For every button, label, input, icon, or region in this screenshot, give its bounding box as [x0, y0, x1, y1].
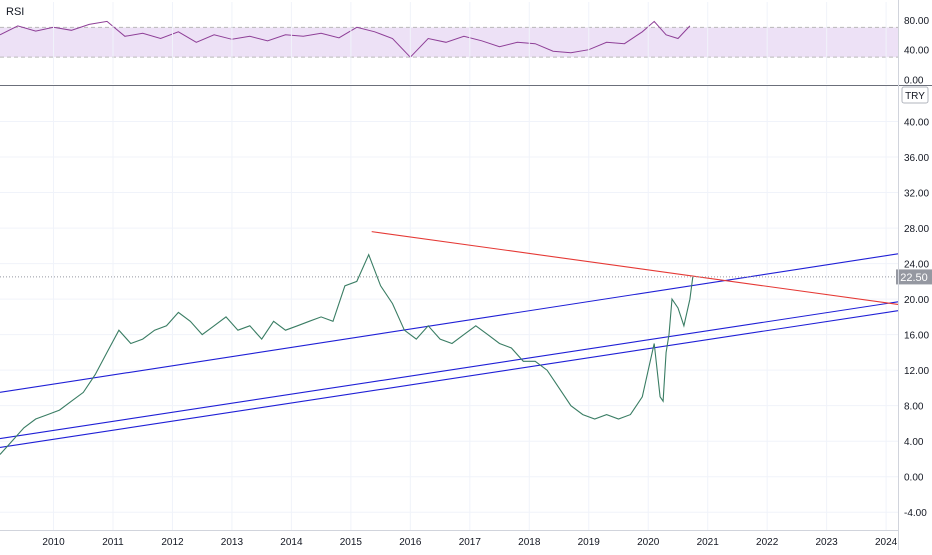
last-price-badge: 22.50: [896, 269, 932, 285]
price-tick-label: 36.00: [904, 153, 929, 164]
price-panel: 40.00 36.00 32.00 28.00 24.00 20.00 16.00 12.00…: [0, 2, 932, 530]
time-tick-label: 2018: [518, 537, 541, 548]
price-tick-label: 24.00: [904, 260, 929, 271]
rsi-tick-label: 40.00: [904, 46, 929, 57]
rsi-axis: 80.00 40.00 0.00: [904, 16, 929, 87]
rsi-label: RSI: [6, 6, 24, 18]
rsi-tick-label: 80.00: [904, 16, 929, 27]
price-series-line: [0, 253, 694, 455]
time-tick-label: 2019: [578, 537, 601, 548]
price-tick-label: 20.00: [904, 295, 929, 306]
price-tick-label: 12.00: [904, 366, 929, 377]
price-tick-label: 16.00: [904, 331, 929, 342]
rsi-tick-label: 0.00: [904, 76, 924, 87]
time-tick-label: 2012: [161, 537, 184, 548]
trendline-red[interactable]: [371, 231, 899, 305]
time-tick-label: 2014: [280, 537, 303, 548]
rsi-series-line: [0, 20, 691, 58]
time-tick-label: 2016: [399, 537, 422, 548]
price-tick-label: 28.00: [904, 224, 929, 235]
price-tick-label: 4.00: [904, 437, 924, 448]
rsi-panel: RSI 80.00 40.00 0.00: [0, 6, 929, 87]
price-tick-label: 32.00: [904, 189, 929, 200]
time-tick-label: 2011: [102, 537, 124, 548]
trendline-blue[interactable]: [0, 253, 899, 393]
price-tick-label: -4.00: [904, 508, 927, 519]
price-axis[interactable]: 40.00 36.00 32.00 28.00 24.00 20.00 16.00 12.00…: [904, 118, 929, 520]
price-grid: [0, 2, 898, 530]
trendline-blue[interactable]: [0, 301, 899, 440]
price-tick-label: 8.00: [904, 402, 924, 413]
trendline-blue[interactable]: [0, 310, 899, 448]
time-tick-label: 2023: [816, 537, 839, 548]
price-tick-label: 0.00: [904, 473, 924, 484]
currency-badge[interactable]: TRY: [901, 86, 929, 104]
price-tick-label: 40.00: [904, 118, 929, 129]
time-tick-label: 2020: [637, 537, 660, 548]
trendlines[interactable]: [0, 231, 899, 448]
time-tick-label: 2010: [42, 537, 65, 548]
time-tick-label: 2015: [340, 537, 363, 548]
rsi-band: [0, 27, 898, 58]
currency-badge-label: TRY: [905, 91, 925, 102]
time-tick-label: 2013: [221, 537, 244, 548]
time-tick-label: 2017: [459, 537, 482, 548]
last-price-label: 22.50: [900, 272, 928, 284]
time-tick-label: 2021: [697, 537, 720, 548]
time-tick-label: 2024: [875, 537, 898, 548]
time-axis[interactable]: 2010 2011 2012 2013 2014 2015 2016 2017 2018 2019…: [42, 537, 897, 548]
time-tick-label: 2022: [756, 537, 779, 548]
